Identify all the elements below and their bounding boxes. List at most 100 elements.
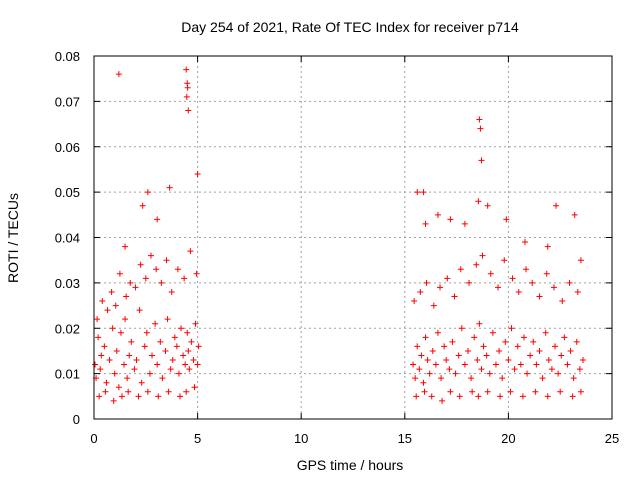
data-point (111, 370, 118, 377)
data-point (162, 347, 169, 354)
data-point (437, 284, 444, 291)
data-point (532, 388, 539, 395)
data-point (446, 366, 453, 373)
data-point (191, 384, 198, 391)
data-point (576, 366, 583, 373)
data-point (577, 388, 584, 395)
y-tick-label: 0.03 (55, 276, 80, 291)
data-point (474, 357, 481, 364)
data-point (539, 375, 546, 382)
data-point (96, 393, 103, 400)
x-tick-label: 10 (294, 431, 308, 446)
data-point (414, 189, 421, 196)
y-tick-label: 0.02 (55, 321, 80, 336)
data-point (183, 66, 190, 73)
y-axis-title: ROTI / TECUs (5, 193, 21, 283)
data-point (471, 334, 478, 341)
data-point (126, 352, 133, 359)
x-tick-label: 25 (605, 431, 619, 446)
data-point (519, 393, 526, 400)
data-point (451, 293, 458, 300)
data-point (183, 388, 190, 395)
data-point (176, 393, 183, 400)
data-point (154, 216, 161, 223)
data-point (175, 370, 182, 377)
data-point (181, 275, 188, 282)
data-point (483, 352, 490, 359)
data-point (475, 198, 482, 205)
data-point (137, 261, 144, 268)
data-point (426, 370, 433, 377)
y-tick-label: 0.06 (55, 140, 80, 155)
data-point (447, 216, 454, 223)
data-point (101, 343, 108, 350)
data-point (524, 370, 531, 377)
y-tick-label: 0.05 (55, 185, 80, 200)
y-tick-labels: 0 0.01 0.02 0.03 0.04 0.05 0.06 0.07 0.08 (55, 49, 80, 427)
data-point (469, 388, 476, 395)
data-point (552, 343, 559, 350)
data-point (165, 388, 172, 395)
data-point (194, 361, 201, 368)
data-point (159, 375, 166, 382)
data-point (434, 329, 441, 336)
data-point (497, 393, 504, 400)
data-point (135, 393, 142, 400)
data-point (573, 338, 580, 345)
data-point (185, 107, 192, 114)
data-point (476, 116, 483, 123)
data-point (147, 252, 154, 259)
data-point (548, 366, 555, 373)
data-point (138, 379, 145, 386)
data-point (545, 357, 552, 364)
data-point (438, 375, 445, 382)
data-point (149, 352, 156, 359)
data-point (178, 325, 185, 332)
data-point (455, 352, 462, 359)
data-point (163, 257, 170, 264)
data-point (480, 343, 487, 350)
data-point (193, 270, 200, 277)
data-point (571, 211, 578, 218)
data-point (428, 393, 435, 400)
data-point (484, 388, 491, 395)
data-point (108, 288, 115, 295)
data-point (567, 347, 574, 354)
data-point (533, 361, 540, 368)
data-point (505, 357, 512, 364)
data-point (99, 298, 106, 305)
data-point (458, 325, 465, 332)
data-point (486, 370, 493, 377)
data-point (117, 329, 124, 336)
data-point (184, 84, 191, 91)
data-point (523, 266, 530, 273)
data-point (515, 288, 522, 295)
data-point (553, 202, 560, 209)
data-point (104, 307, 111, 314)
data-point (142, 275, 149, 282)
data-point (514, 343, 521, 350)
data-point (478, 366, 485, 373)
data-point (579, 357, 586, 364)
data-point (417, 288, 424, 295)
data-point (152, 320, 159, 327)
data-point (122, 243, 129, 250)
data-point (173, 343, 180, 350)
data-point (492, 361, 499, 368)
data-point (195, 343, 202, 350)
data-point (473, 261, 480, 268)
data-point (461, 220, 468, 227)
data-point (484, 202, 491, 209)
data-point (517, 361, 524, 368)
data-point (169, 357, 176, 364)
data-point (441, 343, 448, 350)
data-point (479, 252, 486, 259)
data-point (136, 307, 143, 314)
data-point (544, 243, 551, 250)
data-point (422, 220, 429, 227)
data-point (521, 239, 528, 246)
data-point (555, 370, 562, 377)
data-point (468, 375, 475, 382)
data-point (476, 320, 483, 327)
